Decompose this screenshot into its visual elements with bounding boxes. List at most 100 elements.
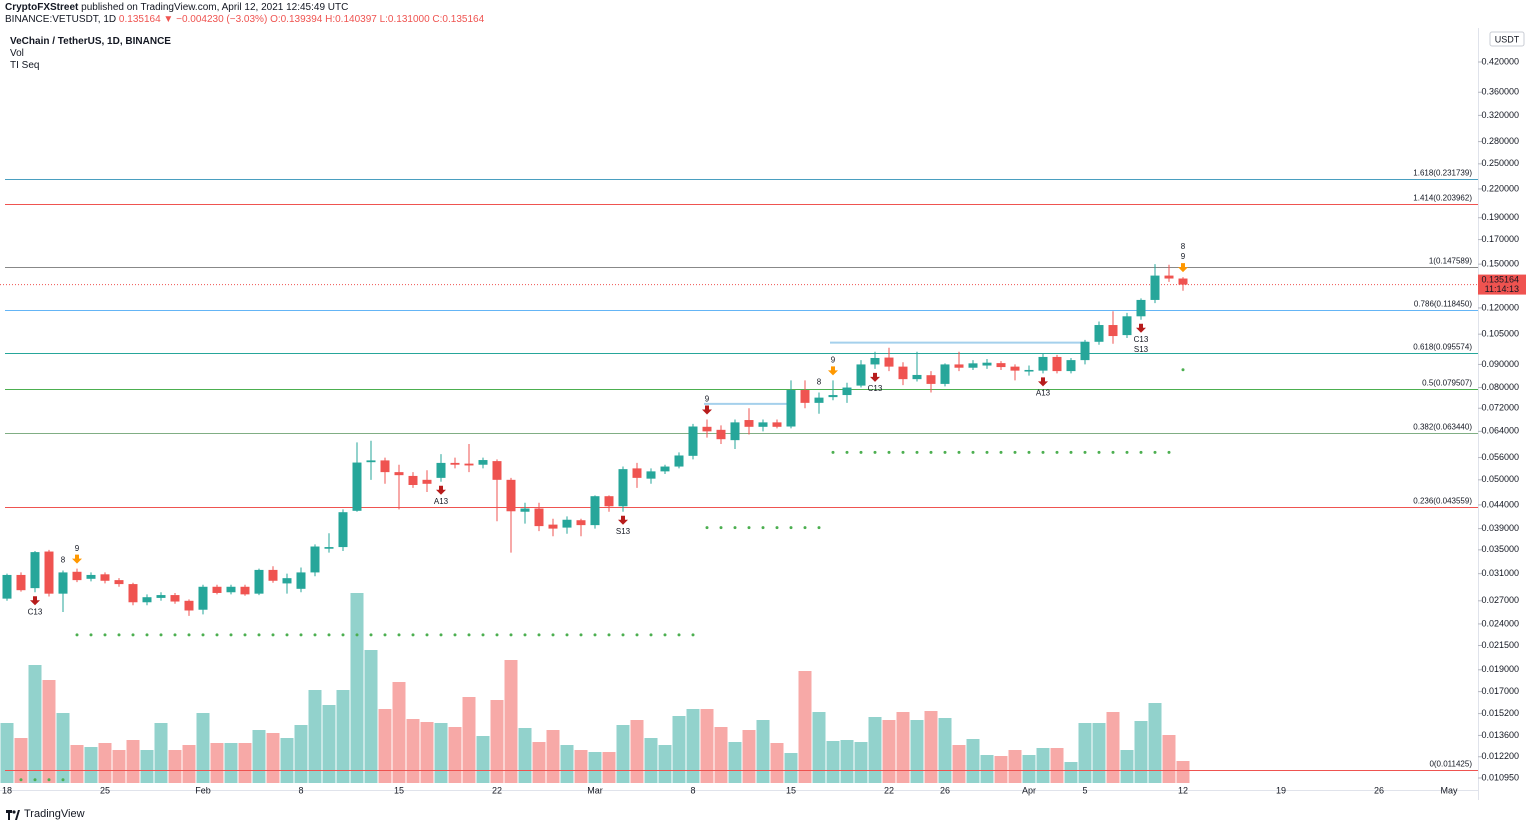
candle-body <box>464 463 474 466</box>
level-dot <box>1153 450 1157 454</box>
logo <box>6 810 20 820</box>
volume-bar <box>28 665 42 783</box>
volume-bar <box>224 743 238 783</box>
currency-box[interactable] <box>1489 31 1525 47</box>
sequence-label: 9 <box>75 544 80 553</box>
level-dot <box>845 450 849 454</box>
level-dot <box>257 633 261 637</box>
level-dot <box>565 633 569 637</box>
level-dot <box>159 633 163 637</box>
level-dot <box>901 450 905 454</box>
sequence-label: A13 <box>434 497 449 506</box>
level-dot <box>817 526 821 530</box>
level-dot <box>355 633 359 637</box>
level-dot <box>271 633 275 637</box>
volume-bar <box>868 717 882 783</box>
candle-body <box>2 574 12 599</box>
y-tick-label: 0.072000 <box>1481 403 1519 413</box>
author: CryptoFXStreet <box>5 2 79 13</box>
level-dot <box>873 450 877 454</box>
sequence-label: C13 <box>1134 335 1149 344</box>
level-dot <box>509 633 513 637</box>
y-tick-label: 0.170000 <box>1481 234 1519 244</box>
volume-bar <box>728 742 742 783</box>
volume-bar <box>742 730 756 783</box>
candle-body <box>632 468 642 478</box>
y-tick-label: 0.012200 <box>1481 751 1519 761</box>
y-tick-label: 0.031000 <box>1481 568 1519 578</box>
volume-bar <box>700 709 714 783</box>
level-dot <box>831 450 835 454</box>
volume-bar <box>196 713 210 783</box>
candle-body <box>828 395 838 398</box>
volume-bar <box>266 733 280 783</box>
level-dot <box>551 633 555 637</box>
brand: TradingView <box>24 808 85 820</box>
level-dot <box>1139 450 1143 454</box>
fib-label: 0.5(0.079507) <box>1422 379 1472 388</box>
level-dot <box>201 633 205 637</box>
candle-body <box>702 426 712 432</box>
volume-bar <box>280 738 294 783</box>
volume-bar <box>546 730 560 783</box>
candle-body <box>744 420 754 427</box>
candle-body <box>1164 275 1174 279</box>
signal-arrow <box>870 372 880 382</box>
candle-body <box>394 472 404 476</box>
level-dot <box>929 450 933 454</box>
volume-bar <box>294 725 308 783</box>
candle-body <box>800 390 810 403</box>
fib-label: 1.618(0.231739) <box>1413 169 1472 178</box>
candle-body <box>562 519 572 528</box>
candle-body <box>688 426 698 456</box>
signal-arrow <box>828 366 838 376</box>
study[interactable]: TI Seq <box>10 60 40 71</box>
axes: 0.420000 0.360000 0.320000 0.280000 0.250000… <box>2 56 1526 795</box>
x-tick-label: 22 <box>492 785 502 795</box>
candle-body <box>422 479 432 484</box>
volume-bar <box>896 712 910 783</box>
level-dot <box>1027 450 1031 454</box>
candle-body <box>338 512 348 548</box>
symbol: BINANCE:VETUSDT, 1D <box>5 14 117 25</box>
level-dot <box>243 633 247 637</box>
candle-body <box>268 569 278 581</box>
level-dot <box>971 450 975 454</box>
volume-bar <box>1022 755 1036 783</box>
candle-body <box>1094 325 1104 342</box>
candle-body <box>408 475 418 485</box>
volume-bar <box>644 738 658 783</box>
candle-body <box>772 422 782 427</box>
last: 0.135164 <box>118 14 161 25</box>
change: ▼ −0.004230 (−3.03%) <box>163 14 268 25</box>
level-dot <box>593 633 597 637</box>
candle-body <box>926 375 936 384</box>
candle-body <box>1122 316 1132 336</box>
study[interactable]: Vol <box>10 48 24 59</box>
candle-body <box>758 422 768 427</box>
y-tick-label: 0.044000 <box>1481 499 1519 509</box>
level-dot <box>733 526 737 530</box>
volume-bar <box>1162 735 1176 783</box>
volume-bar <box>560 745 574 783</box>
signal-arrow <box>1178 263 1188 273</box>
level-dot <box>607 633 611 637</box>
level-dot <box>215 633 219 637</box>
candle-body <box>492 461 502 480</box>
x-tick-label: 19 <box>1276 785 1286 795</box>
candle-body <box>58 572 68 594</box>
candle-body <box>16 574 26 591</box>
level-dot <box>369 633 373 637</box>
candle-body <box>1150 275 1160 300</box>
level-dot <box>61 778 65 782</box>
candle-body <box>184 600 194 611</box>
level-dot <box>313 633 317 637</box>
level-dot <box>985 450 989 454</box>
level-dot <box>187 633 191 637</box>
candle-body <box>520 508 530 512</box>
volume-bar <box>756 720 770 783</box>
volume-bar <box>168 750 182 783</box>
level-dot <box>957 450 961 454</box>
level-dot <box>19 778 23 782</box>
